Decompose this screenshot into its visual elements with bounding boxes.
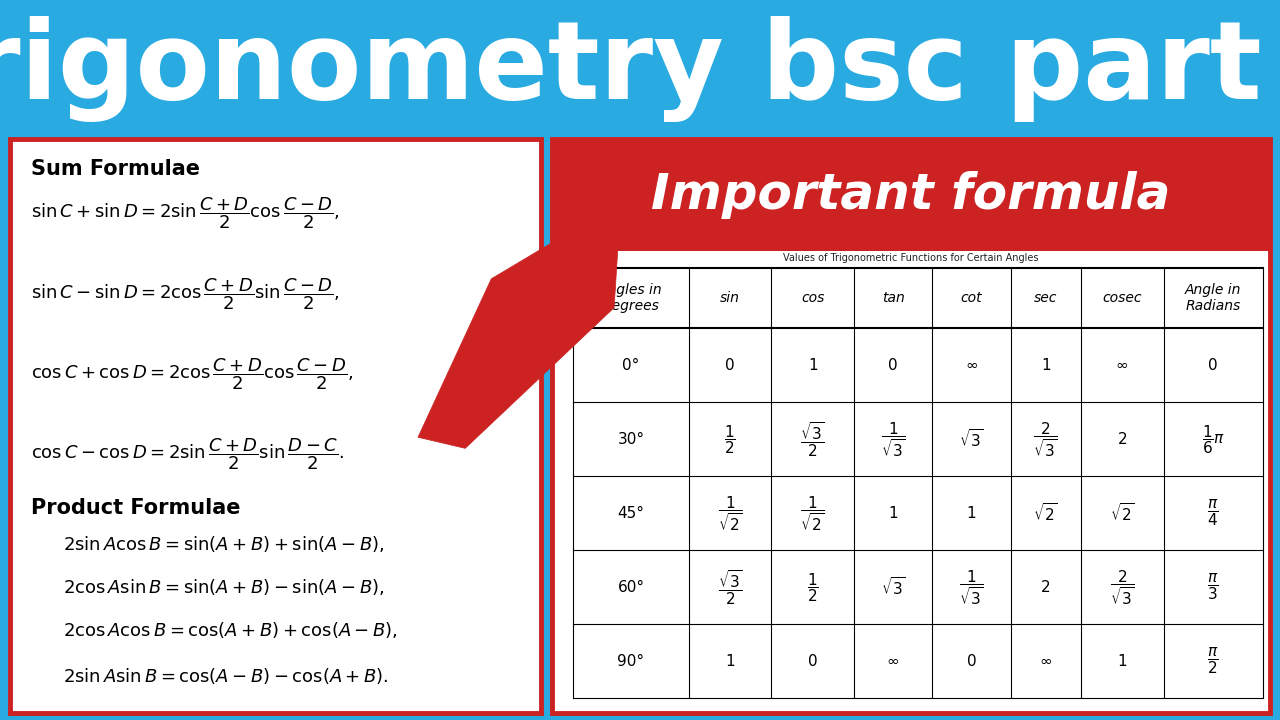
Text: $\dfrac{\sqrt{3}}{2}$: $\dfrac{\sqrt{3}}{2}$ bbox=[800, 420, 826, 459]
Text: $\cos C + \cos D = 2\cos \dfrac{C+D}{2}\cos \dfrac{C-D}{2},$: $\cos C + \cos D = 2\cos \dfrac{C+D}{2}\… bbox=[32, 356, 355, 392]
Text: Sum Formulae: Sum Formulae bbox=[32, 159, 201, 179]
Text: 30°: 30° bbox=[617, 432, 645, 447]
Text: Angles in
Degrees: Angles in Degrees bbox=[599, 283, 663, 313]
Text: 1: 1 bbox=[1117, 654, 1128, 669]
Text: $\dfrac{1}{6}\pi$: $\dfrac{1}{6}\pi$ bbox=[1202, 423, 1225, 456]
Text: $\dfrac{2}{\sqrt{3}}$: $\dfrac{2}{\sqrt{3}}$ bbox=[1110, 568, 1134, 607]
Text: ∞: ∞ bbox=[1116, 358, 1129, 373]
Text: Trigonometry bsc part 1: Trigonometry bsc part 1 bbox=[0, 17, 1280, 122]
Text: $\dfrac{1}{\sqrt{3}}$: $\dfrac{1}{\sqrt{3}}$ bbox=[959, 568, 984, 607]
Text: $\sin C + \sin D = 2\sin \dfrac{C+D}{2}\cos \dfrac{C-D}{2},$: $\sin C + \sin D = 2\sin \dfrac{C+D}{2}\… bbox=[32, 196, 340, 231]
Polygon shape bbox=[419, 202, 621, 449]
Text: $\sqrt{3}$: $\sqrt{3}$ bbox=[959, 428, 984, 451]
Text: $\dfrac{2}{\sqrt{3}}$: $\dfrac{2}{\sqrt{3}}$ bbox=[1033, 420, 1059, 459]
Text: $2\cos A \cos B = \cos (A+B) + \cos (A-B),$: $2\cos A \cos B = \cos (A+B) + \cos (A-B… bbox=[64, 620, 398, 639]
Text: $\dfrac{\pi}{4}$: $\dfrac{\pi}{4}$ bbox=[1207, 498, 1219, 528]
Text: $\dfrac{1}{2}$: $\dfrac{1}{2}$ bbox=[806, 571, 818, 604]
Text: Values of Trigonometric Functions for Certain Angles: Values of Trigonometric Functions for Ce… bbox=[783, 253, 1038, 264]
Text: $2\cos A \sin B = \sin (A+B) - \sin (A-B),$: $2\cos A \sin B = \sin (A+B) - \sin (A-B… bbox=[64, 577, 385, 597]
Text: 90°: 90° bbox=[617, 654, 645, 669]
Text: ∞: ∞ bbox=[965, 358, 978, 373]
Text: 60°: 60° bbox=[617, 580, 645, 595]
Text: 0: 0 bbox=[808, 654, 818, 669]
Text: $2\sin A \sin B = \cos (A-B) - \cos (A+B).$: $2\sin A \sin B = \cos (A-B) - \cos (A+B… bbox=[64, 665, 389, 685]
Text: 0: 0 bbox=[888, 358, 899, 373]
Text: Important formula: Important formula bbox=[652, 171, 1170, 219]
Text: 0: 0 bbox=[966, 654, 977, 669]
Text: $\sqrt{3}$: $\sqrt{3}$ bbox=[881, 577, 905, 598]
Text: tan: tan bbox=[882, 291, 905, 305]
Text: ∞: ∞ bbox=[887, 654, 900, 669]
Text: $\dfrac{1}{\sqrt{3}}$: $\dfrac{1}{\sqrt{3}}$ bbox=[881, 420, 905, 459]
Text: $\dfrac{\pi}{3}$: $\dfrac{\pi}{3}$ bbox=[1207, 572, 1219, 603]
Text: Angle in
Radians: Angle in Radians bbox=[1185, 283, 1242, 313]
Text: $\sin C - \sin D = 2\cos \dfrac{C+D}{2}\sin \dfrac{C-D}{2},$: $\sin C - \sin D = 2\cos \dfrac{C+D}{2}\… bbox=[32, 276, 340, 312]
Text: 0: 0 bbox=[1208, 358, 1217, 373]
Text: 1: 1 bbox=[726, 654, 735, 669]
Text: 45°: 45° bbox=[617, 506, 645, 521]
Text: $\dfrac{1}{\sqrt{2}}$: $\dfrac{1}{\sqrt{2}}$ bbox=[800, 494, 826, 533]
Text: cos: cos bbox=[801, 291, 824, 305]
Text: $\sqrt{2}$: $\sqrt{2}$ bbox=[1110, 503, 1134, 524]
Text: cot: cot bbox=[961, 291, 982, 305]
Text: $\sqrt{2}$: $\sqrt{2}$ bbox=[1033, 503, 1059, 524]
Text: $\dfrac{\sqrt{3}}{2}$: $\dfrac{\sqrt{3}}{2}$ bbox=[718, 568, 742, 607]
Text: $\cos C - \cos D = 2\sin \dfrac{C+D}{2}\sin \dfrac{D-C}{2}.$: $\cos C - \cos D = 2\sin \dfrac{C+D}{2}\… bbox=[32, 437, 344, 472]
Text: cosec: cosec bbox=[1102, 291, 1142, 305]
Text: 0: 0 bbox=[726, 358, 735, 373]
Text: $\dfrac{1}{2}$: $\dfrac{1}{2}$ bbox=[724, 423, 736, 456]
Text: 1: 1 bbox=[966, 506, 977, 521]
Text: 2: 2 bbox=[1117, 432, 1128, 447]
Text: sec: sec bbox=[1034, 291, 1057, 305]
Text: 1: 1 bbox=[1041, 358, 1051, 373]
Text: $2\sin A \cos B = \sin (A+B) + \sin (A-B),$: $2\sin A \cos B = \sin (A+B) + \sin (A-B… bbox=[64, 534, 385, 554]
Text: sin: sin bbox=[721, 291, 740, 305]
Text: Product Formulae: Product Formulae bbox=[32, 498, 241, 518]
Text: 0°: 0° bbox=[622, 358, 640, 373]
Text: $\dfrac{1}{\sqrt{2}}$: $\dfrac{1}{\sqrt{2}}$ bbox=[718, 494, 742, 533]
Text: $\dfrac{\pi}{2}$: $\dfrac{\pi}{2}$ bbox=[1207, 647, 1219, 676]
Text: 1: 1 bbox=[888, 506, 899, 521]
Text: 1: 1 bbox=[808, 358, 818, 373]
Text: ∞: ∞ bbox=[1039, 654, 1052, 669]
Bar bbox=[552, 139, 1270, 251]
Text: 2: 2 bbox=[1041, 580, 1051, 595]
